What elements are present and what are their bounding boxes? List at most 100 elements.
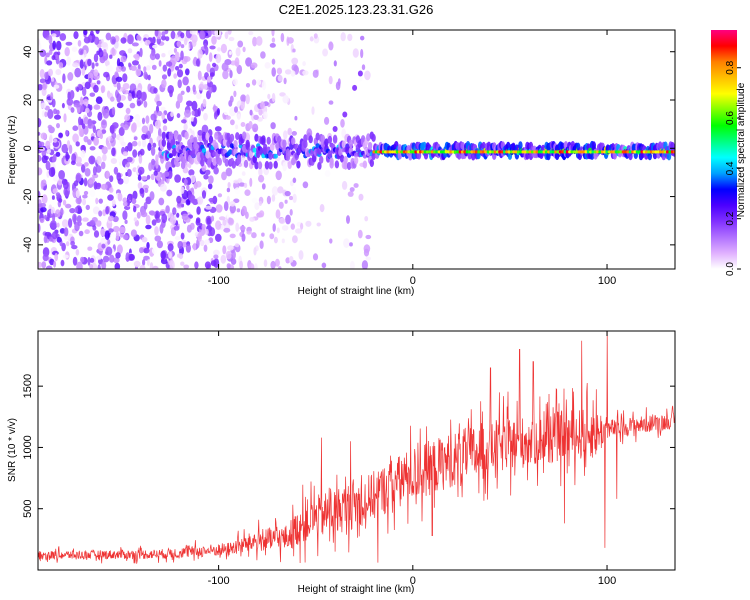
spectrogram-cell (215, 220, 222, 230)
spectrogram-cell (287, 151, 292, 157)
spectrogram-cell (95, 96, 103, 104)
spectrogram-frame (37, 29, 676, 270)
spectrogram-cell (181, 119, 187, 124)
spectrogram-cell (282, 139, 287, 148)
spectrogram-cell (91, 262, 98, 269)
spectrogram-cell (360, 48, 364, 59)
spectrogram-cell (223, 106, 230, 116)
spectrogram-cell (189, 89, 194, 94)
spectrogram-cell (149, 52, 156, 61)
spectrogram-cell (202, 98, 207, 108)
spectrogram-cell (221, 171, 227, 181)
spectrogram-cell (116, 244, 123, 255)
spectrogram-cell (251, 232, 257, 239)
spectrogram-cell (477, 150, 481, 154)
spectrogram-cell (141, 138, 147, 148)
spectrogram-cell (177, 241, 183, 249)
spectrogram-cell (284, 199, 288, 204)
spectrogram-cell (229, 95, 234, 103)
spectrogram-cell (38, 167, 43, 176)
spectrogram-cell (350, 260, 355, 269)
spectrogram-cell (134, 114, 141, 122)
spectrogram-cell (94, 36, 100, 45)
spectrogram-cell (111, 106, 116, 116)
spectrogram-cell (266, 136, 271, 145)
spectrogram-cell (560, 142, 565, 151)
x-tick-label: 100 (598, 575, 616, 587)
spectrogram-cell (507, 150, 511, 154)
spectrogram-cell (110, 36, 116, 45)
spectrogram-cell (322, 48, 328, 57)
spectrogram-cell (80, 256, 85, 263)
spectrogram-cell (414, 150, 418, 154)
spectrogram-cell (133, 260, 141, 268)
spectrogram-cell (617, 150, 621, 154)
spectrogram-cell (47, 109, 54, 119)
spectrogram-cell (516, 150, 521, 154)
spectrogram-cell (188, 169, 195, 176)
spectrogram-cell (145, 65, 151, 71)
spectrogram-cell (215, 233, 222, 242)
spectrogram-cell (78, 230, 84, 237)
spectrogram-cell (605, 150, 609, 154)
spectrogram-cell (236, 156, 242, 165)
spectrogram-cell (51, 195, 55, 200)
spectrogram-cell (408, 152, 413, 161)
spectrogram-cell (449, 150, 453, 154)
spectrogram-cell (147, 142, 152, 151)
spectrogram-cell (224, 31, 229, 40)
spectrogram-cell (176, 212, 180, 218)
spectrogram-cell (155, 218, 161, 223)
spectrogram-cell (279, 217, 286, 224)
spectrogram-cell (117, 192, 123, 202)
spectrogram-cell (76, 86, 80, 93)
spectrogram-cell (273, 153, 278, 159)
spectrogram-cell (146, 242, 150, 250)
spectrogram-cell (341, 140, 347, 149)
spectrogram-cell (213, 254, 219, 259)
spectrogram-cell (398, 150, 402, 154)
spectrogram-cell (38, 141, 45, 147)
spectrogram-cell (183, 123, 188, 131)
spectrogram-cell (87, 246, 93, 251)
spectrogram-cell (206, 217, 211, 225)
spectrogram-cell (101, 146, 108, 155)
spectrogram-cell (78, 116, 82, 126)
spectrogram-cell (126, 156, 133, 163)
spectrogram-cell (184, 131, 189, 140)
spectrogram-cell (196, 206, 201, 215)
spectrogram-cell (132, 60, 139, 66)
y-tick-label: 1000 (22, 435, 34, 459)
spectrogram-cell (645, 150, 649, 154)
spectrogram-cell (371, 133, 376, 142)
spectrogram-cell (192, 242, 197, 251)
spectrogram-cell (105, 246, 113, 256)
spectrogram-cell (214, 142, 219, 151)
spectrogram-cell (182, 167, 189, 174)
spectrogram-cell (51, 77, 55, 82)
spectrogram-cell (167, 68, 172, 77)
spectrogram-cell (93, 84, 99, 93)
spectrogram-cell (161, 138, 166, 147)
spectrogram-cell (173, 225, 180, 231)
spectrogram-cell (164, 30, 169, 35)
spectrogram-cell (458, 150, 462, 154)
spectrogram-cell (95, 197, 99, 205)
spectrogram-cell (159, 223, 164, 234)
spectrogram-cell (278, 201, 284, 209)
spectrogram-cell (256, 150, 261, 159)
spectrogram-cell (120, 55, 127, 63)
spectrogram-cell (345, 143, 350, 152)
spectrogram-cell (147, 74, 151, 81)
spectrogram-cell (264, 160, 270, 169)
spectrogram-cell (89, 104, 93, 111)
spectrogram-cell (467, 150, 472, 154)
spectrogram-cell (111, 132, 117, 139)
spectrogram-cell (447, 150, 451, 154)
spectrogram-cell (158, 128, 162, 138)
spectrogram-cell (273, 160, 278, 169)
spectrogram-cell (412, 150, 416, 154)
spectrogram-cell (138, 36, 142, 41)
x-tick-label: 0 (410, 575, 416, 587)
spectrogram-cell (248, 263, 255, 269)
